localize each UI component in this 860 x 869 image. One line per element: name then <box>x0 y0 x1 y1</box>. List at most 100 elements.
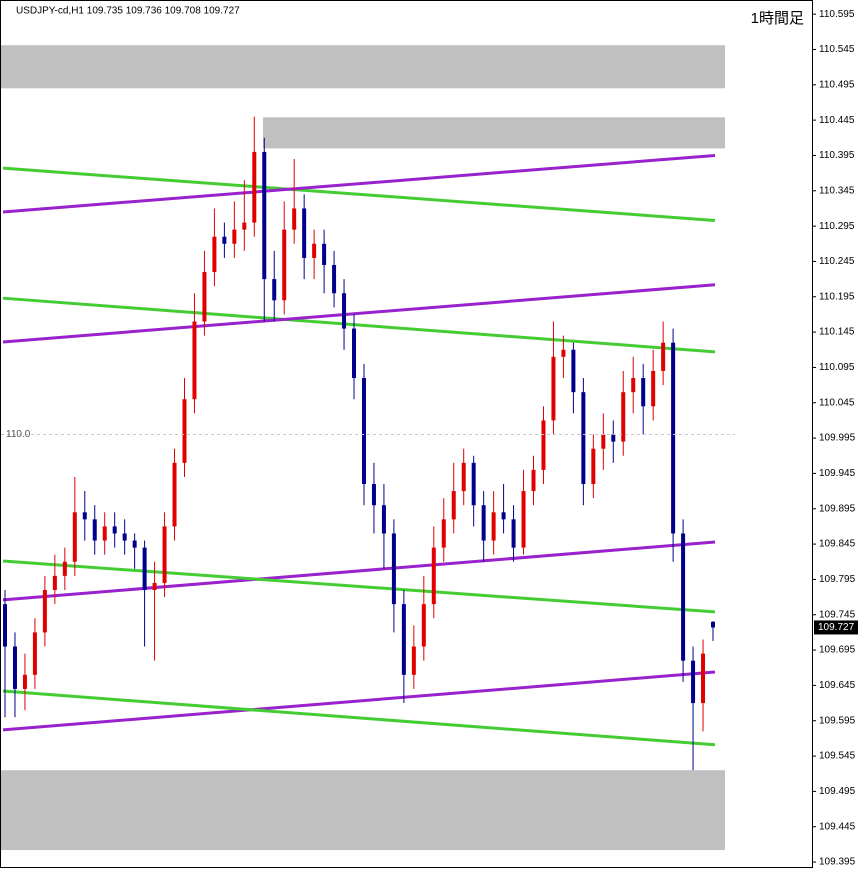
candle-body <box>222 236 227 244</box>
y-tick-label: 110.145 <box>819 327 855 338</box>
candle-body <box>601 434 606 449</box>
y-tick-label: 110.045 <box>819 397 855 408</box>
candle-body <box>371 484 376 506</box>
candle-body <box>481 505 486 541</box>
zone <box>1 45 725 89</box>
candle-body <box>32 632 37 675</box>
candle-body <box>122 533 127 541</box>
y-tick-label: 110.295 <box>819 221 855 232</box>
candle-body <box>52 575 57 591</box>
candle-body <box>411 646 416 675</box>
candle-body <box>242 222 247 230</box>
y-tick-label: 109.395 <box>819 857 856 868</box>
candle-body <box>142 547 147 591</box>
candle-body <box>701 653 706 704</box>
candle-body <box>561 349 566 357</box>
y-tick-label: 110.345 <box>819 185 855 196</box>
candle-body <box>82 512 87 520</box>
candle-body <box>491 512 496 541</box>
last-price-label: 109.727 <box>818 622 855 633</box>
candle-body <box>172 462 177 527</box>
y-tick-label: 110.395 <box>819 150 855 161</box>
candle-body <box>611 434 616 442</box>
candle-body <box>3 604 7 647</box>
candle-body <box>192 321 197 400</box>
candle-body <box>621 392 626 442</box>
candle-body <box>262 151 267 280</box>
candle-body <box>421 604 426 647</box>
candle-body <box>501 512 506 520</box>
candle-body <box>511 519 516 548</box>
trendline <box>2 296 716 354</box>
candle-body <box>232 229 237 244</box>
candle-body <box>441 519 446 548</box>
candle-body <box>312 243 317 258</box>
candle-body <box>641 378 646 407</box>
y-tick-label: 109.795 <box>819 574 856 585</box>
candle-body <box>401 604 406 675</box>
candle-body <box>691 660 696 704</box>
candle-body <box>292 208 297 230</box>
candle-body <box>132 540 137 548</box>
y-tick-label: 109.445 <box>819 821 856 832</box>
candle-body <box>471 462 476 506</box>
chart-title: USDJPY-cd,H1 109.735 109.736 109.708 109… <box>16 6 240 17</box>
y-tick-label: 109.545 <box>819 751 856 762</box>
y-tick-label: 109.945 <box>819 468 856 479</box>
y-tick-label: 109.595 <box>819 715 856 726</box>
candle-body <box>212 236 217 273</box>
y-tick-label: 109.895 <box>819 503 856 514</box>
y-tick-label: 110.095 <box>819 362 855 373</box>
candle-body <box>352 328 357 379</box>
trendline <box>2 670 716 732</box>
candle-body <box>591 448 596 485</box>
trendlines <box>2 153 716 747</box>
candle-body <box>541 420 546 470</box>
y-tick-label: 109.495 <box>819 786 856 797</box>
y-tick-label: 109.645 <box>819 680 856 691</box>
candle-body <box>182 399 187 463</box>
candle-body <box>391 533 396 605</box>
candle-body <box>571 349 576 393</box>
candle-body <box>202 272 207 322</box>
y-tick-label: 109.845 <box>819 539 856 550</box>
y-tick-label: 110.595 <box>819 9 855 20</box>
candle-body <box>461 462 466 492</box>
candle-body <box>671 342 676 534</box>
y-tick-label: 110.495 <box>819 79 855 90</box>
candle-body <box>282 229 287 301</box>
last-price-box <box>814 620 858 635</box>
trendline <box>2 166 716 222</box>
y-tick-label: 109.695 <box>819 645 856 656</box>
y-tick-label: 109.745 <box>819 609 856 620</box>
candle-body <box>302 208 307 258</box>
candle-body <box>252 151 257 223</box>
candle-body <box>72 512 77 562</box>
candle-body <box>42 590 47 633</box>
trendline <box>2 153 716 214</box>
trendline <box>2 283 716 344</box>
reference-label: 110.0 <box>6 429 31 440</box>
candle-body <box>521 491 526 548</box>
candle-body <box>431 547 436 605</box>
candle-body <box>451 491 456 520</box>
candle-body <box>92 519 97 541</box>
y-tick-label: 110.245 <box>819 256 855 267</box>
candle-body <box>651 370 656 407</box>
candle-body <box>551 356 556 421</box>
candle-body <box>531 469 536 492</box>
price-axis: 110.595 110.545 110.495 110.445 110.395 110.3… <box>812 9 856 868</box>
zone <box>1 770 725 851</box>
trendline <box>2 559 716 614</box>
candle-body <box>62 561 67 576</box>
zones <box>1 45 725 851</box>
candle-body <box>361 378 366 485</box>
timeframe-label: 1時間足 <box>751 10 804 27</box>
zone <box>263 117 725 149</box>
candle-body <box>322 243 327 265</box>
candle-body <box>381 505 386 534</box>
candle-body <box>661 342 666 371</box>
candle-body <box>152 582 157 591</box>
candle-body <box>102 526 107 541</box>
